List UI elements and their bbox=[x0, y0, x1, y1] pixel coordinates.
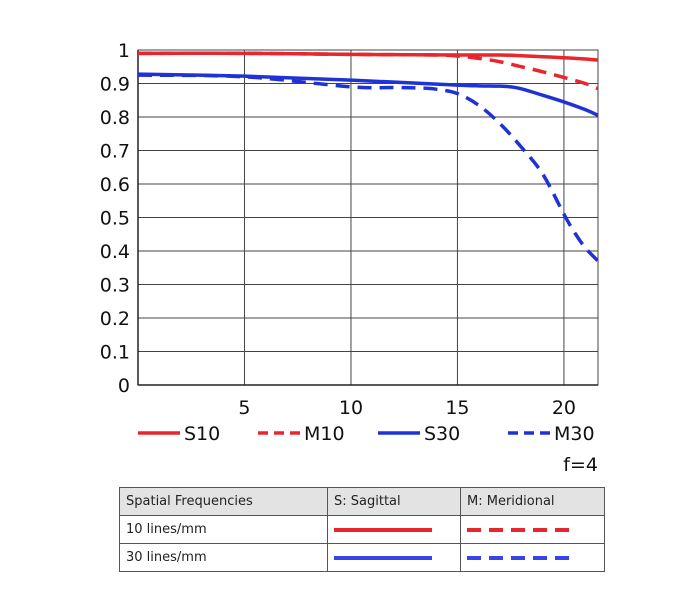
y-tick-label: 0 bbox=[118, 375, 130, 397]
y-tick-label: 0.8 bbox=[100, 107, 130, 129]
mtf-chart: 5 10 15 20 0 0.1 0.2 0.3 0.4 0.5 0.6 0.7 0.8 0.9 1 S1… bbox=[100, 40, 599, 476]
sample-solid-10 bbox=[327, 515, 461, 544]
sample-solid-30 bbox=[327, 543, 461, 572]
y-tick-label: 0.9 bbox=[100, 74, 130, 96]
y-tick-label: 0.2 bbox=[100, 308, 130, 330]
x-tick-label: 5 bbox=[238, 397, 250, 419]
table-row: 30 lines/mm bbox=[119, 543, 605, 572]
legend-label-m30: M30 bbox=[554, 423, 595, 445]
x-tick-labels: 5 10 15 20 bbox=[238, 397, 576, 419]
row-label-30: 30 lines/mm bbox=[119, 543, 328, 572]
series-line-m10 bbox=[138, 51, 598, 91]
y-tick-label: 0.7 bbox=[100, 141, 130, 163]
sample-dashed-10 bbox=[460, 515, 605, 544]
aperture-label: f=4 bbox=[563, 454, 598, 476]
legend-label-m10: M10 bbox=[304, 423, 345, 445]
header-spatial-frequencies: Spatial Frequencies bbox=[119, 487, 328, 516]
y-tick-label: 0.3 bbox=[100, 275, 130, 297]
y-tick-label: 0.4 bbox=[100, 241, 130, 263]
legend: S10 M10 S30 M30 bbox=[138, 423, 595, 445]
x-tick-label: 15 bbox=[445, 397, 469, 419]
header-sagittal: S: Sagittal bbox=[327, 487, 461, 516]
table-row: 10 lines/mm bbox=[119, 515, 605, 544]
legend-label-s10: S10 bbox=[184, 423, 220, 445]
x-tick-label: 10 bbox=[339, 397, 363, 419]
sample-dashed-30 bbox=[460, 543, 605, 572]
row-label-10: 10 lines/mm bbox=[119, 515, 328, 544]
series-line-s30 bbox=[138, 72, 598, 117]
table-header-row: Spatial Frequencies S: Sagittal M: Merid… bbox=[119, 487, 605, 516]
series-line-s10 bbox=[138, 51, 598, 62]
header-meridional: M: Meridional bbox=[460, 487, 605, 516]
series-lines bbox=[138, 51, 598, 263]
y-tick-label: 1 bbox=[118, 40, 130, 62]
y-tick-label: 0.6 bbox=[100, 174, 130, 196]
legend-label-s30: S30 bbox=[424, 423, 460, 445]
series-line-m30 bbox=[138, 73, 598, 263]
y-tick-label: 0.1 bbox=[100, 342, 130, 364]
frequency-legend-table: Spatial Frequencies S: Sagittal M: Merid… bbox=[119, 487, 605, 572]
grid bbox=[137, 49, 599, 386]
y-tick-label: 0.5 bbox=[100, 208, 130, 230]
y-tick-labels: 0 0.1 0.2 0.3 0.4 0.5 0.6 0.7 0.8 0.9 1 bbox=[100, 40, 130, 397]
x-tick-label: 20 bbox=[552, 397, 576, 419]
